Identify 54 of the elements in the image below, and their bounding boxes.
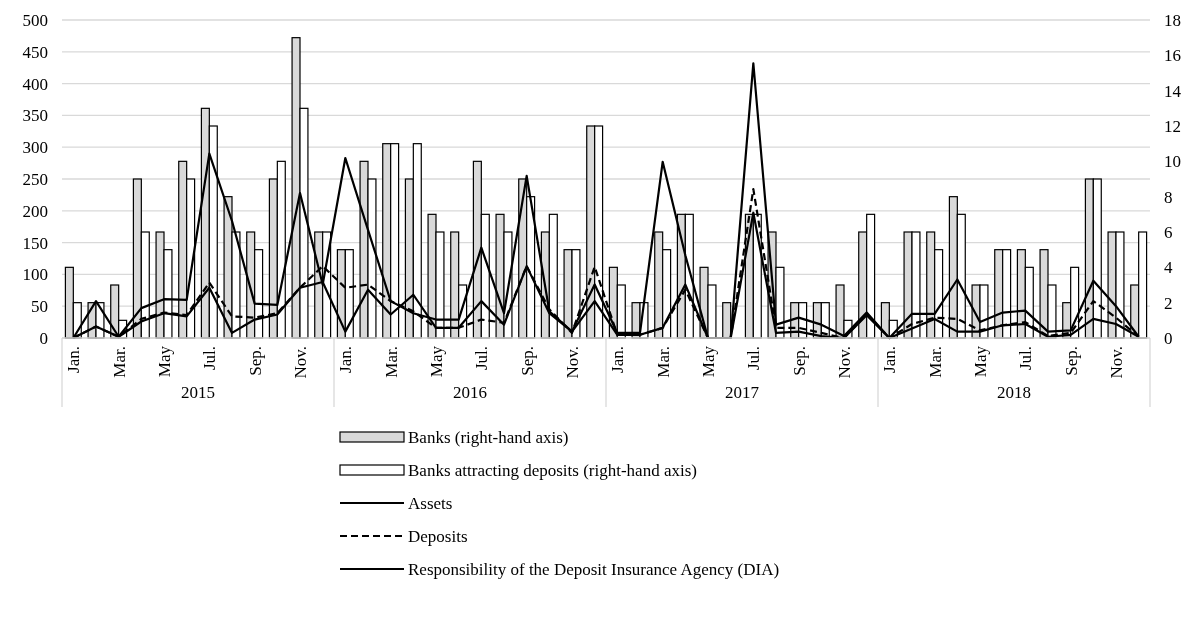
y2-tick-label: 16	[1164, 46, 1181, 66]
legend-label: Banks attracting deposits (right-hand axis)	[408, 460, 697, 480]
y2-tick-label: 8	[1164, 187, 1173, 207]
x-tick-label: Sep.	[789, 346, 809, 376]
legend-label: Responsibility of the Deposit Insurance Agency (DIA)	[408, 559, 780, 579]
y2-tick-label: 2	[1164, 293, 1173, 313]
y-tick-label: 500	[22, 10, 48, 30]
x-tick-label: Mar.	[109, 346, 129, 378]
y-tick-label: 250	[22, 169, 48, 189]
x-tick-label: Mar.	[925, 346, 945, 378]
x-tick-label: Jul.	[200, 346, 220, 371]
y-tick-label: 200	[22, 201, 48, 221]
y2-tick-label: 14	[1164, 81, 1182, 101]
x-tick-label: Nov.	[1106, 346, 1126, 379]
y2-tick-label: 0	[1164, 328, 1173, 348]
x-tick-label: Jan.	[880, 346, 900, 373]
y2-tick-label: 12	[1164, 116, 1181, 136]
x-tick-label: Sep.	[245, 346, 265, 376]
x-tick-label: Jan.	[608, 346, 628, 373]
y-tick-label: 50	[31, 297, 48, 317]
x-tick-label: May	[154, 345, 174, 378]
x-tick-label: Jan.	[64, 346, 84, 373]
x-tick-label: Jul.	[472, 346, 492, 371]
y-tick-label: 400	[22, 74, 48, 94]
text: 2016	[453, 383, 487, 402]
text: 2015	[181, 383, 215, 402]
y-tick-label: 300	[22, 138, 48, 158]
x-tick-label: Mar.	[381, 346, 401, 378]
x-tick-label: May	[426, 345, 446, 378]
x-tick-label: Jul.	[744, 346, 764, 371]
x-tick-label: Sep.	[1061, 346, 1081, 376]
x-tick-label: May	[970, 345, 990, 378]
y2-tick-label: 4	[1164, 258, 1173, 278]
x-tick-label: Jan.	[336, 346, 356, 373]
x-tick-label: Nov.	[562, 346, 582, 379]
y2-tick-label: 10	[1164, 152, 1181, 172]
x-tick-label: Mar.	[653, 346, 673, 378]
y2-tick-label: 6	[1164, 222, 1173, 242]
legend-label: Deposits	[408, 526, 468, 546]
y-tick-label: 350	[22, 106, 48, 126]
y-tick-label: 100	[22, 265, 48, 285]
x-tick-label: Nov.	[834, 346, 854, 379]
y-tick-label: 0	[39, 328, 48, 348]
y2-tick-label: 18	[1164, 10, 1181, 30]
text: 2017	[725, 383, 760, 402]
y-tick-label: 450	[22, 42, 48, 62]
x-tick-label: May	[698, 345, 718, 378]
legend-label: Assets	[408, 493, 453, 513]
y-tick-label: 150	[22, 233, 48, 253]
text: 2018	[997, 383, 1031, 402]
x-tick-label: Jul.	[1016, 346, 1036, 371]
x-tick-label: Sep.	[517, 346, 537, 376]
x-tick-label: Nov.	[290, 346, 310, 379]
legend-label: Banks (right-hand axis)	[408, 427, 569, 447]
